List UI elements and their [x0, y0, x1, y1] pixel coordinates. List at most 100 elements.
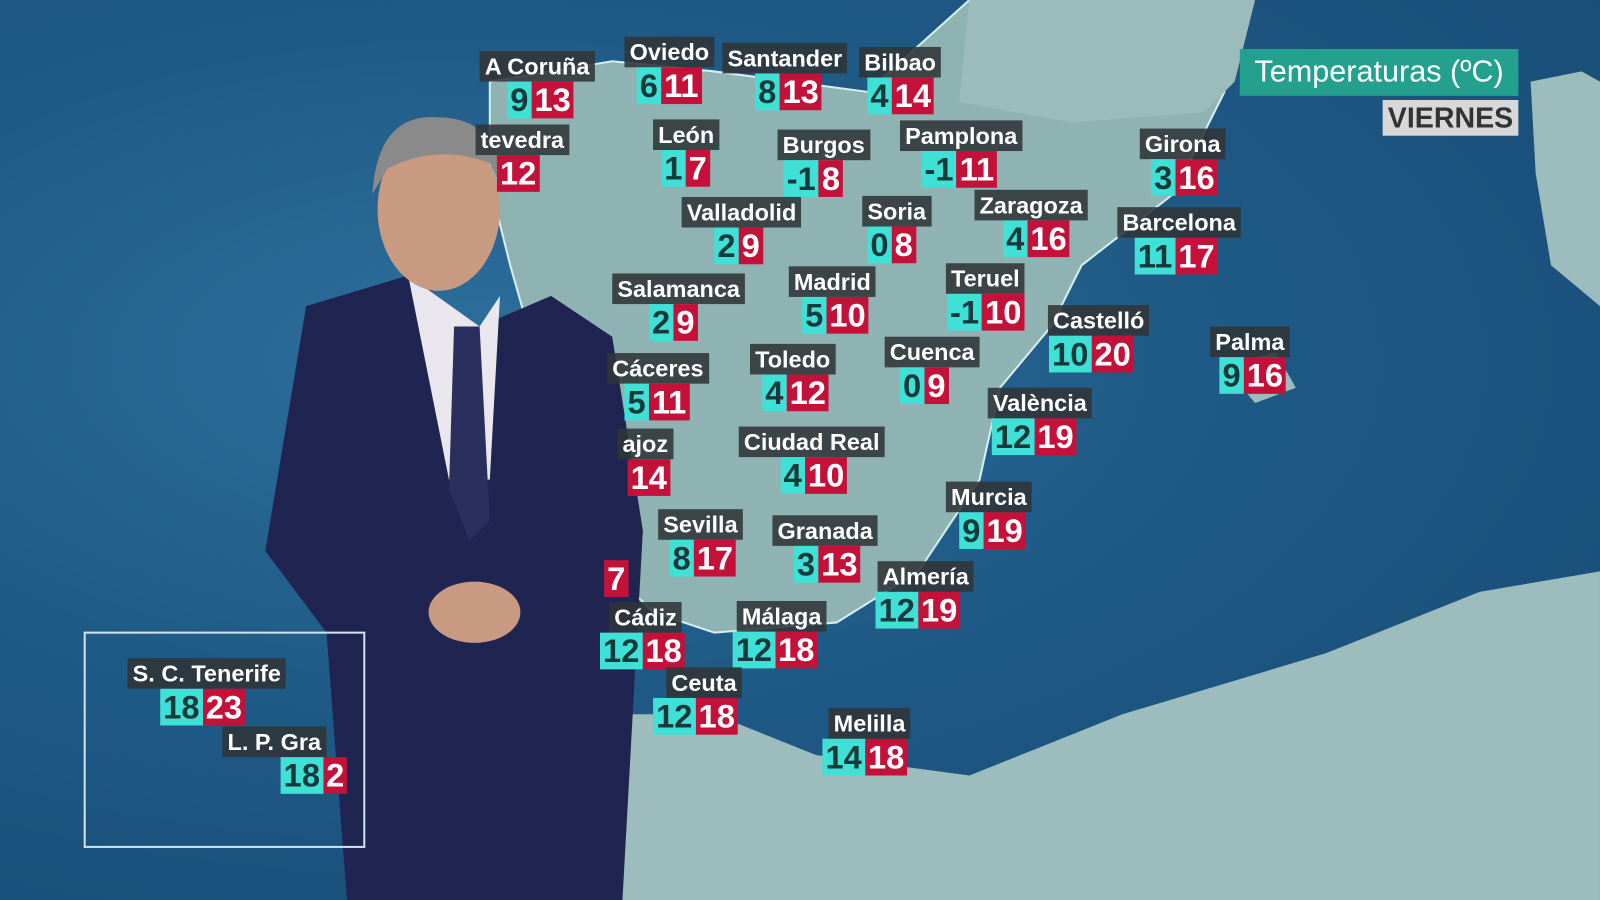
city-name: Cádiz [609, 602, 682, 633]
min-temp: 3 [1151, 159, 1176, 196]
min-temp: 0 [867, 226, 892, 264]
min-temp: 9 [1219, 357, 1244, 394]
min-temp: 18 [280, 757, 324, 794]
temperature-pair: 7 [604, 560, 629, 597]
temperature-pair: 12 18 [653, 697, 738, 735]
temperature-pair: 9 16 [1219, 357, 1287, 394]
temperature-pair: 4 10 [780, 457, 848, 494]
max-temp: 19 [917, 591, 961, 629]
max-temp: 19 [983, 512, 1026, 549]
city-name: Melilla [828, 708, 911, 739]
map-title: Temperaturas (ºC) [1239, 48, 1519, 96]
min-temp: 11 [1134, 237, 1176, 275]
city-name: tevedra [475, 124, 570, 156]
min-temp: 18 [160, 688, 203, 726]
max-temp: 18 [864, 738, 908, 776]
max-temp: 7 [604, 560, 629, 597]
max-temp: 20 [1091, 335, 1134, 373]
city-name: Madrid [788, 266, 876, 297]
max-temp: 18 [775, 631, 818, 669]
temperature-pair: 12 18 [599, 632, 685, 670]
min-temp: 9 [507, 81, 532, 119]
max-temp: 13 [779, 73, 822, 111]
temperature-pair: 4 12 [762, 374, 829, 412]
temperature-pair: 9 13 [507, 81, 574, 119]
canary-islands-inset [83, 631, 366, 848]
city-name: Granada [772, 515, 878, 546]
min-temp: 10 [1048, 335, 1092, 373]
city-name: Almería [877, 561, 974, 592]
max-temp: 23 [202, 688, 246, 726]
city-name: Cáceres [607, 353, 709, 384]
city-name: Cuenca [884, 336, 980, 368]
min-temp: 6 [636, 67, 662, 105]
city-name: A Coruña [479, 51, 595, 82]
min-temp: 12 [875, 591, 918, 629]
temperature-pair: 14 [627, 459, 670, 496]
city-name: ajoz [617, 428, 674, 460]
min-temp: 5 [802, 296, 827, 334]
day-label: VIERNES [1382, 99, 1519, 136]
min-temp: 2 [714, 227, 739, 265]
min-temp: -1 [946, 293, 983, 331]
temperature-pair: 9 19 [959, 512, 1026, 549]
min-temp: 4 [867, 77, 892, 115]
temperature-pair: 5 11 [624, 383, 690, 421]
max-temp: 13 [531, 81, 574, 119]
city-name: Barcelona [1117, 207, 1242, 238]
min-temp: 2 [648, 304, 674, 341]
temperature-pair: 10 20 [1048, 335, 1134, 373]
north-africa [612, 571, 1600, 900]
city-name: Oviedo [624, 36, 715, 68]
max-temp: 11 [661, 67, 702, 105]
min-temp: 8 [669, 539, 694, 577]
city-name: Murcia [945, 481, 1032, 513]
max-temp: 19 [1034, 418, 1077, 456]
max-temp: 2 [323, 757, 348, 794]
temperature-pair: 18 23 [160, 688, 246, 726]
min-temp: 3 [793, 545, 819, 583]
city-name: Castelló [1047, 305, 1150, 336]
city-name: Ceuta [666, 667, 742, 698]
max-temp: 8 [891, 226, 916, 264]
city-name: Pamplona [899, 120, 1023, 152]
city-name: Teruel [945, 263, 1025, 294]
max-temp: 14 [627, 459, 670, 496]
max-temp: 16 [1027, 220, 1070, 258]
temperature-pair: 12 [496, 155, 540, 192]
city-name: Santander [722, 42, 848, 74]
max-temp: 17 [693, 539, 737, 577]
temperature-pair: -1 10 [946, 293, 1025, 331]
min-temp: 4 [780, 457, 805, 494]
max-temp: 10 [982, 293, 1025, 331]
max-temp: 11 [956, 151, 998, 188]
temperature-pair: 4 16 [1003, 220, 1070, 258]
temperature-pair: 6 11 [636, 67, 702, 105]
max-temp: 11 [648, 383, 690, 421]
max-temp: 9 [673, 304, 698, 341]
temperature-pair: 14 18 [822, 738, 908, 776]
city-name: Toledo [749, 343, 836, 375]
temperature-pair: 5 10 [802, 296, 869, 334]
max-temp: 16 [1243, 357, 1287, 394]
temperature-pair: -1 11 [921, 151, 998, 188]
temperature-pair: 12 19 [875, 591, 961, 629]
max-temp: 8 [818, 160, 844, 197]
city-name: S. C. Tenerife [127, 658, 286, 689]
min-temp: 0 [899, 367, 925, 405]
min-temp: 4 [1003, 220, 1028, 258]
city-name: Málaga [736, 601, 827, 632]
min-temp: 8 [755, 73, 780, 111]
temperature-pair: 18 2 [280, 757, 348, 794]
max-temp: 18 [695, 697, 738, 735]
max-temp: 12 [786, 374, 829, 412]
max-temp: 12 [496, 155, 540, 192]
min-temp: 5 [624, 383, 649, 421]
city-name: Ciudad Real [738, 426, 885, 458]
min-temp: -1 [921, 151, 957, 188]
min-temp: 1 [661, 149, 686, 187]
